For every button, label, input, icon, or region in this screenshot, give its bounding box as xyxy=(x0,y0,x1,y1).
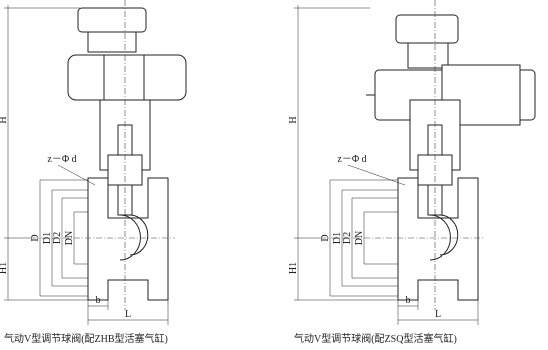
actuator-base xyxy=(407,42,449,69)
dimension-label: D1 xyxy=(332,232,343,244)
actuator-base xyxy=(87,31,137,53)
actuator-center xyxy=(103,54,145,101)
dimension-label: DN xyxy=(64,231,75,245)
dimension-label: z－Φ d xyxy=(337,154,366,165)
dimension-label: H1 xyxy=(0,262,9,274)
dimension-label: H1 xyxy=(288,262,299,274)
dimension-label: H xyxy=(288,116,299,123)
dimension-label: D1 xyxy=(42,232,53,244)
dimension-label: D2 xyxy=(52,232,63,244)
dimension-label: D xyxy=(320,234,331,241)
caption: 气动V型调节球阀(配ZHB型活塞气缸) xyxy=(4,332,168,345)
dimension-label: L xyxy=(435,309,441,320)
actuator-head xyxy=(395,14,459,44)
actuator-head xyxy=(77,7,147,33)
v-ball xyxy=(119,214,149,261)
dimension-label: L xyxy=(125,309,131,320)
valve-drawing: H H1 z－Φ d D D1 D2 DN b L 气动V型调节球阀(配ZSQ型活塞气缸) xyxy=(288,0,536,345)
caption: 气动V型调节球阀(配ZSQ型活塞气缸) xyxy=(294,332,457,345)
dimension-label: D2 xyxy=(342,232,353,244)
dimension-label: z－Φ d xyxy=(47,154,76,165)
v-ball xyxy=(429,214,459,261)
dim-line xyxy=(57,164,96,186)
dimension-label: D xyxy=(30,234,41,241)
dimension-label: b xyxy=(406,295,411,306)
dimension-label: H xyxy=(0,116,9,123)
dim-line xyxy=(347,164,406,186)
dimension-label: b xyxy=(96,295,101,306)
dimension-label: DN xyxy=(354,231,365,245)
